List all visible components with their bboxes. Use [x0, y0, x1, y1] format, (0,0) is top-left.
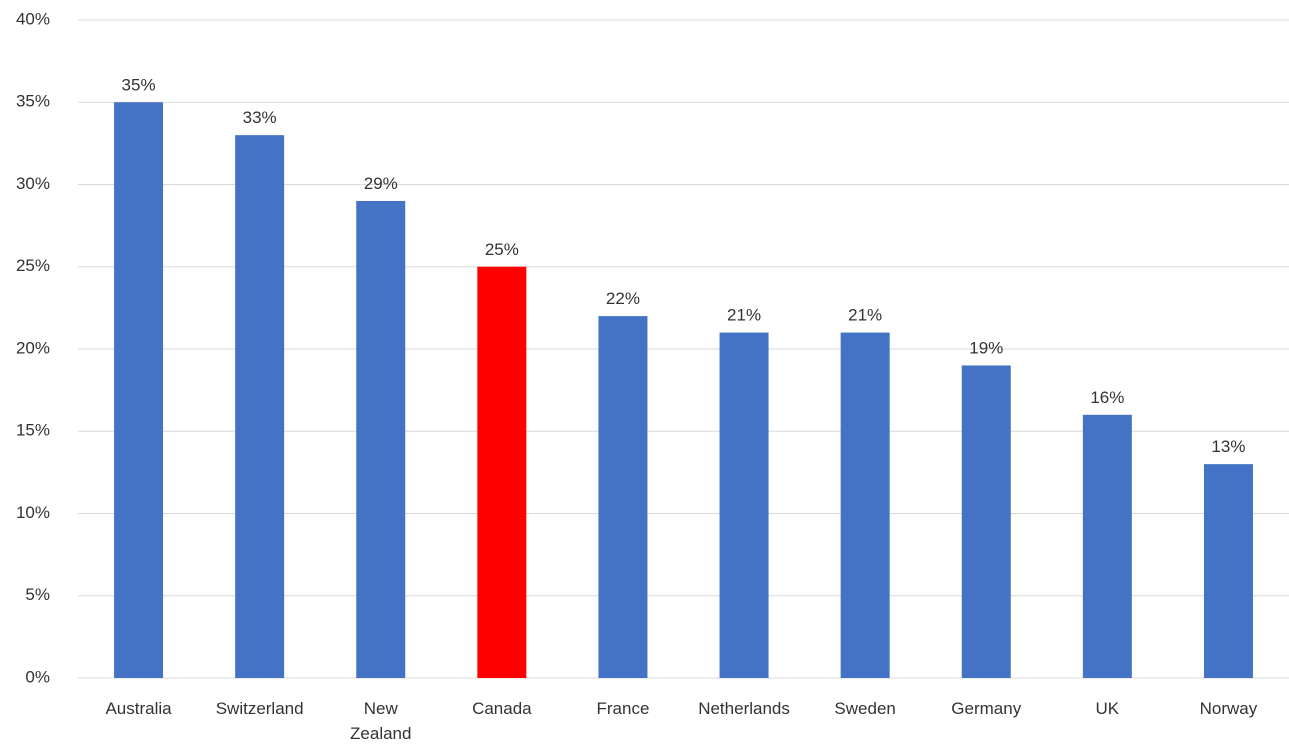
x-category-label: France [596, 699, 649, 718]
x-category-label: Canada [472, 699, 532, 718]
data-label: 16% [1090, 388, 1124, 407]
x-category-label: UK [1096, 699, 1120, 718]
y-tick-label: 20% [16, 338, 50, 357]
data-label: 35% [122, 75, 156, 94]
data-label: 19% [969, 338, 1003, 357]
bar-netherlands [719, 332, 769, 678]
y-tick-label: 40% [16, 9, 50, 28]
x-category-label: Sweden [834, 699, 895, 718]
data-label: 29% [364, 174, 398, 193]
bar-australia [114, 102, 164, 678]
x-category-label: Germany [951, 699, 1021, 718]
data-label: 13% [1211, 437, 1245, 456]
data-label: 33% [243, 108, 277, 127]
y-tick-label: 5% [25, 585, 50, 604]
bar-uk [1082, 414, 1132, 678]
x-category-label: Australia [105, 699, 172, 718]
y-tick-label: 10% [16, 503, 50, 522]
x-category-label: New Zealand [350, 699, 411, 743]
bar-france [598, 316, 648, 678]
y-axis-tick-labels: 0% 5% 10% 15% 20% 25% 30% 35% 40% [16, 9, 50, 686]
x-axis-category-labels: Australia Switzerland New Zealand Canada Fran… [105, 699, 1257, 743]
bar-norway [1203, 464, 1253, 678]
data-label: 25% [485, 240, 519, 259]
bar-canada [477, 266, 527, 678]
data-label: 22% [606, 289, 640, 308]
x-category-label: Norway [1200, 699, 1258, 718]
y-tick-label: 30% [16, 174, 50, 193]
y-tick-label: 25% [16, 256, 50, 275]
data-label: 21% [848, 306, 882, 325]
bars [114, 102, 1253, 678]
bar-germany [961, 365, 1011, 678]
x-category-label: Netherlands [698, 699, 790, 718]
y-tick-label: 0% [25, 667, 50, 686]
bar-switzerland [235, 135, 285, 678]
bar-sweden [840, 332, 890, 678]
data-label: 21% [727, 306, 761, 325]
x-category-label: Switzerland [216, 699, 304, 718]
y-tick-label: 15% [16, 421, 50, 440]
y-tick-label: 35% [16, 92, 50, 111]
data-labels: 35% 33% 29% 25% 22% 21% 21% 19% 16% 13% [122, 75, 1246, 456]
bar-new-zealand [356, 200, 406, 678]
